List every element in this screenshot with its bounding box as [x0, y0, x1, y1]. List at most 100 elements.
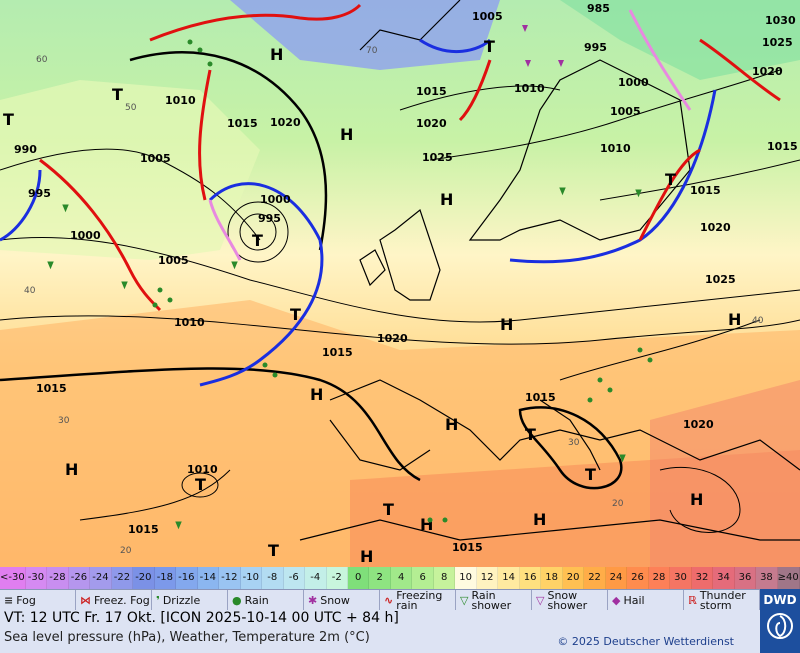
- legend-symbol-icon: ◆: [612, 593, 621, 607]
- legend-item: ◆ Hail: [608, 590, 684, 611]
- temperature-label: 40: [24, 286, 36, 296]
- low-pressure-marker: T: [585, 465, 596, 484]
- legend-item: ▽ Snow shower: [532, 590, 608, 611]
- valid-time-label: VT: 12 UTC Fr. 17 Okt. [ICON 2025-10-14 …: [4, 610, 399, 626]
- scale-cell: <-30: [0, 567, 26, 589]
- isobar-label: 1005: [140, 152, 171, 165]
- temperature-label: 70: [366, 46, 378, 56]
- isobar-label: 1015: [767, 140, 798, 153]
- legend-label: Hail: [623, 593, 645, 607]
- scale-cell: -18: [154, 567, 177, 589]
- scale-cell: ≥40 °C: [777, 567, 800, 605]
- isobar-label: 1025: [422, 151, 453, 164]
- high-pressure-marker: H: [533, 510, 546, 529]
- scale-cell: -10: [240, 567, 263, 589]
- isobar-label: 1005: [610, 105, 641, 118]
- copyright-text: © 2025 Deutscher Wetterdienst: [557, 635, 734, 648]
- legend-label: Drizzle: [162, 593, 201, 607]
- isobar-label: 1005: [472, 10, 503, 23]
- scale-cell: 30: [670, 567, 692, 589]
- scale-cell: -22: [111, 567, 134, 589]
- legend-symbol-icon: ℝ: [688, 593, 697, 607]
- dwd-logo: DWD: [760, 589, 800, 653]
- isobar-label: 990: [14, 143, 37, 156]
- scale-cell: -16: [176, 567, 198, 589]
- temperature-label: 20: [120, 546, 132, 556]
- scale-cell: 8: [433, 567, 456, 589]
- high-pressure-marker: H: [65, 460, 78, 479]
- scale-cell: -8: [262, 567, 284, 589]
- isobar-label: 1020: [700, 221, 731, 234]
- map-subtitle: Sea level pressure (hPa), Weather, Tempe…: [4, 630, 370, 645]
- isobar-label: 1015: [128, 523, 159, 536]
- weather-map: H H H H H H H H H H H H T T T T T T T T …: [0, 0, 800, 567]
- legend-item: ≡ Fog: [0, 590, 76, 611]
- temperature-label: 60: [36, 55, 48, 65]
- high-pressure-marker: H: [270, 45, 283, 64]
- scale-cell: 36: [734, 567, 757, 589]
- legend-symbol-icon: ❜: [156, 593, 160, 607]
- isobar-label: 995: [258, 212, 281, 225]
- isobar-label: 1020: [416, 117, 447, 130]
- legend-item: ● Rain: [228, 590, 304, 611]
- weather-legend: ≡ Fog ⋈ Freez. Fog ❜ Drizzle ● Rain ✱ Snow ∿ Freezi…: [0, 589, 760, 611]
- legend-label: Fog: [16, 593, 36, 607]
- legend-symbol-icon: ∿: [384, 593, 394, 607]
- low-pressure-marker: T: [195, 475, 206, 494]
- legend-item: ⋈ Freez. Fog: [76, 590, 152, 611]
- scale-cell: 32: [691, 567, 714, 589]
- scale-cell: -4: [305, 567, 327, 589]
- scale-cell: -6: [283, 567, 306, 589]
- high-pressure-marker: H: [728, 310, 741, 329]
- isobar-label: 1015: [36, 382, 67, 395]
- legend-item: ▽ Rain shower: [456, 590, 532, 611]
- legend-item: ∿ Freezing rain: [380, 590, 456, 611]
- isobar-label: 1000: [618, 76, 649, 89]
- legend-symbol-icon: ▽: [536, 593, 545, 607]
- legend-symbol-icon: ✱: [308, 593, 318, 607]
- scale-cell: -2: [326, 567, 348, 589]
- temperature-label: 30: [58, 416, 70, 426]
- low-pressure-marker: T: [112, 85, 123, 104]
- legend-item: ℝ Thunder storm: [684, 590, 760, 611]
- scale-cell: 4: [390, 567, 413, 589]
- low-pressure-marker: T: [268, 541, 279, 560]
- temperature-label: 20: [612, 499, 624, 509]
- scale-cell: 38: [756, 567, 778, 589]
- isobar-label: 1015: [227, 117, 258, 130]
- legend-symbol-icon: ⋈: [80, 593, 91, 607]
- isobar-label: 1025: [762, 36, 793, 49]
- temperature-label: 50: [125, 103, 137, 113]
- legend-label: Thunder storm: [699, 588, 746, 612]
- isobar-label: 1025: [705, 273, 736, 286]
- isobar-label: 1000: [260, 193, 291, 206]
- scale-cell: 10: [455, 567, 477, 589]
- scale-cell: 18: [541, 567, 563, 589]
- isobar-label: 1015: [690, 184, 721, 197]
- scale-cell: -20: [133, 567, 155, 589]
- map-footer: VT: 12 UTC Fr. 17 Okt. [ICON 2025-10-14 …: [0, 610, 760, 653]
- scale-cell: -26: [68, 567, 91, 589]
- scale-cell: -12: [219, 567, 241, 589]
- dwd-logo-text: DWD: [763, 593, 797, 607]
- low-pressure-marker: T: [383, 500, 394, 519]
- legend-symbol-icon: ▽: [460, 593, 469, 607]
- isobar-label: 1015: [416, 85, 447, 98]
- legend-label: Snow: [320, 593, 350, 607]
- scale-cell: 26: [627, 567, 649, 589]
- high-pressure-marker: H: [690, 490, 703, 509]
- legend-label: Rain: [244, 593, 269, 607]
- low-pressure-marker: T: [3, 110, 14, 129]
- scale-cell: 22: [584, 567, 606, 589]
- high-pressure-marker: H: [500, 315, 513, 334]
- legend-symbol-icon: ≡: [4, 593, 14, 607]
- isobar-label: 1020: [683, 418, 714, 431]
- low-pressure-marker: T: [290, 305, 301, 324]
- legend-label: Freez. Fog: [94, 593, 150, 607]
- low-pressure-marker: T: [665, 170, 676, 189]
- legend-label: Freezing rain: [396, 588, 443, 612]
- high-pressure-marker: H: [340, 125, 353, 144]
- scale-cell: -28: [47, 567, 69, 589]
- scale-cell: 14: [498, 567, 520, 589]
- low-pressure-marker: T: [525, 425, 536, 444]
